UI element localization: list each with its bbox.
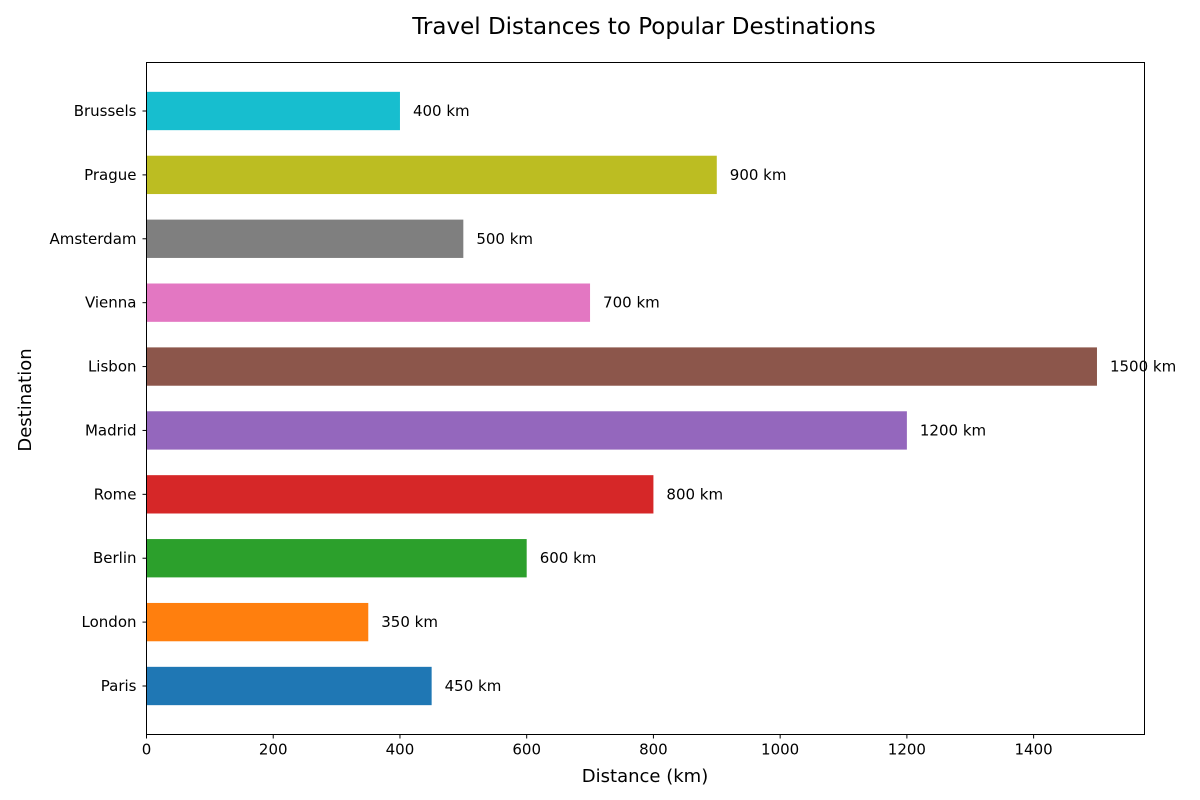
bar-berlin xyxy=(146,539,527,578)
value-label-brussels: 400 km xyxy=(413,102,470,120)
value-label-lisbon: 1500 km xyxy=(1110,358,1176,376)
bar-amsterdam xyxy=(146,219,464,258)
y-tick-label-vienna: Vienna xyxy=(85,294,137,312)
y-tick-label-berlin: Berlin xyxy=(93,549,137,567)
value-label-prague: 900 km xyxy=(730,166,787,184)
y-tick-label-paris: Paris xyxy=(101,677,137,695)
y-tick-label-rome: Rome xyxy=(94,485,137,503)
value-label-vienna: 700 km xyxy=(603,294,660,312)
y-axis-title: Destination xyxy=(15,348,36,451)
bar-paris xyxy=(146,666,432,706)
chart-title: Travel Distances to Popular Destinations xyxy=(411,14,875,40)
x-tick-label-1000: 1000 xyxy=(761,741,799,759)
bar-brussels xyxy=(146,91,400,131)
x-tick-label-600: 600 xyxy=(512,741,541,759)
y-axis: Paris London Berlin Rome Madrid Lisbon Vienna A… xyxy=(49,102,147,695)
y-tick-label-lisbon: Lisbon xyxy=(88,358,137,376)
bar-london xyxy=(146,602,369,642)
bar-madrid xyxy=(146,411,907,450)
y-tick-label-london: London xyxy=(82,613,137,631)
value-label-london: 350 km xyxy=(381,613,438,631)
value-labels-layer: 450 km 350 km 600 km 800 km 1200 km 1500 km 70… xyxy=(381,102,1176,695)
y-tick-label-madrid: Madrid xyxy=(85,421,137,439)
value-label-rome: 800 km xyxy=(666,485,723,503)
bar-rome xyxy=(146,475,654,514)
x-tick-label-800: 800 xyxy=(639,741,668,759)
bar-lisbon xyxy=(146,347,1097,386)
x-tick-label-400: 400 xyxy=(386,741,415,759)
value-label-berlin: 600 km xyxy=(540,549,597,567)
plot-frame xyxy=(146,62,1145,735)
bar-prague xyxy=(146,155,717,195)
y-tick-label-amsterdam: Amsterdam xyxy=(49,230,136,248)
y-tick-label-prague: Prague xyxy=(84,166,136,184)
bars-layer xyxy=(146,91,1097,706)
x-tick-label-1200: 1200 xyxy=(888,741,926,759)
value-label-madrid: 1200 km xyxy=(920,421,986,439)
x-tick-label-1400: 1400 xyxy=(1015,741,1053,759)
bar-vienna xyxy=(146,283,591,322)
x-axis-title: Distance (km) xyxy=(582,766,708,787)
value-label-amsterdam: 500 km xyxy=(476,230,533,248)
y-tick-label-brussels: Brussels xyxy=(74,102,137,120)
x-axis: 0 200 400 600 800 1000 1200 1400 xyxy=(142,734,1053,759)
value-label-paris: 450 km xyxy=(445,677,502,695)
x-tick-label-0: 0 xyxy=(142,741,152,759)
x-tick-label-200: 200 xyxy=(259,741,288,759)
